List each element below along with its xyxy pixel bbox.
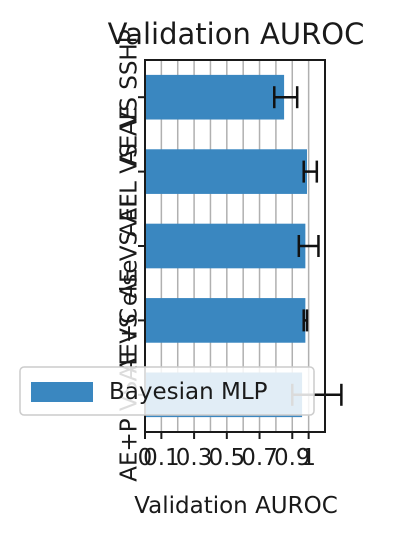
legend-label: Bayesian MLP [109,379,268,405]
y-tick-label: AE VS AE [117,193,143,299]
legend: Bayesian MLP [19,366,315,416]
y-tick-label: AEFL VS AE [117,106,143,238]
legend-swatch [31,382,93,402]
y-tick-label: AE VS else [117,259,143,381]
legend-frame [19,366,315,416]
x-tick-label: 1 [301,445,316,471]
bars-layer [145,74,307,418]
bar [145,149,307,194]
x-tick-label: 0.7 [241,445,278,471]
bar [145,298,306,343]
x-tick-label: 0.9 [274,445,311,471]
x-tick-label: 0.1 [143,445,180,471]
x-axis-label: Validation AUROC [134,493,338,519]
x-axis: 00.10.30.50.70.91 [138,432,316,471]
bar [145,223,306,269]
chart-title: Validation AUROC [108,17,365,51]
x-tick-label: 0.5 [209,445,246,471]
y-tick-label: AE VS SSHP [117,29,143,165]
bar [145,74,285,120]
x-tick-label: 0.3 [176,445,213,471]
x-tick-label: 0 [138,445,153,471]
